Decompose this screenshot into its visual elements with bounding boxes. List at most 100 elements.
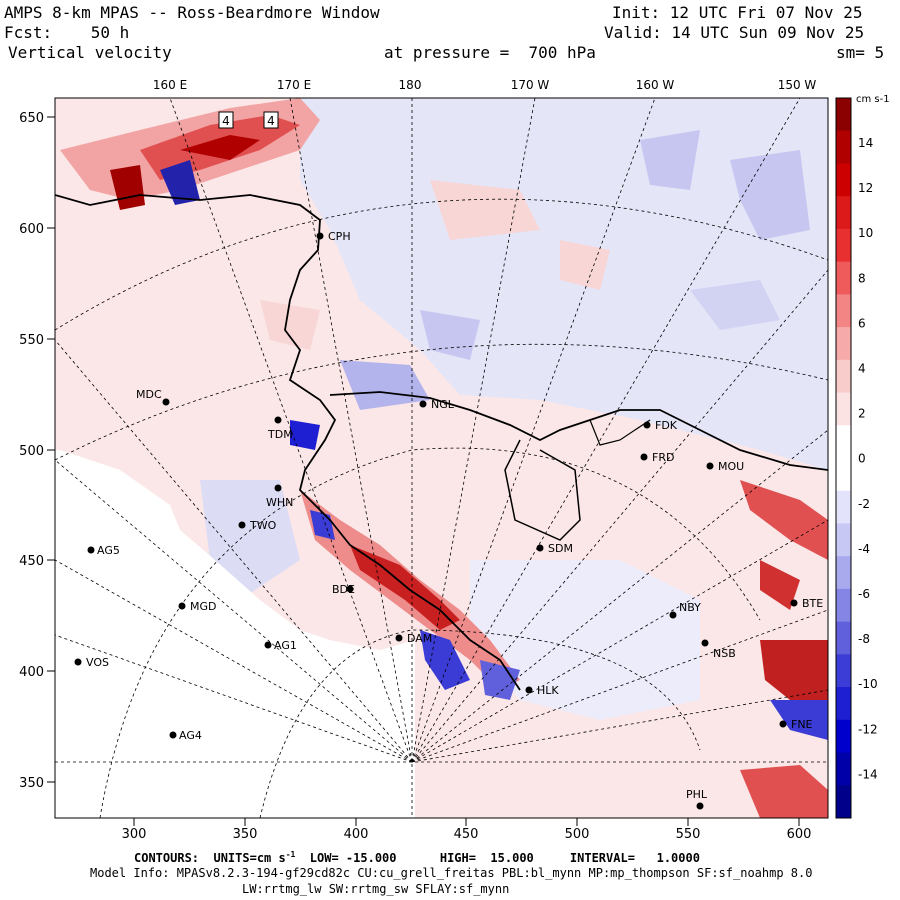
colorbar-swatch [836,359,851,394]
x-tick-label: 600 [787,827,812,842]
colorbar-swatch [836,458,851,492]
colorbar-swatch [836,654,851,688]
station-sdm: SDM [536,542,573,555]
station-dot [395,634,403,642]
station-label: AG5 [97,544,120,557]
station-two: TWO [238,519,277,532]
station-label: HLK [537,684,559,697]
station-dot [274,416,282,424]
station-cph: CPH [316,230,351,243]
colorbar-swatch [836,130,851,164]
station-dot [706,462,714,470]
high-marker: 4 [218,111,234,129]
station-ag5: AG5 [87,544,120,557]
physics-info: LW:rrtmg_lw SW:rrtmg_sw SFLAY:sf_mynn [242,882,510,896]
colorbar-swatch [836,523,851,557]
colorbar-swatch [836,327,851,361]
station-dot [419,400,427,408]
station-label: AG1 [274,639,297,652]
station-ngl: NGL [419,398,455,411]
station-fne: FNE [779,718,813,731]
station-dot [238,521,246,529]
lon-label-top: 170 E [277,78,311,92]
station-dot [696,802,704,810]
valid-time: Valid: 14 UTC Sun 09 Nov 25 [604,23,865,42]
colorbar-label: 14 [858,136,873,150]
station-frd: FRD [640,451,674,464]
colorbar-label: -14 [858,767,878,781]
map-border [54,97,829,819]
station-label: SDM [548,542,573,555]
station-label: AG4 [179,729,202,742]
station-dot [779,720,787,728]
station-dot [264,641,272,649]
station-ag1: AG1 [264,639,297,652]
map-panel: CPH MDC TDM NGL FDK FRD MOU WHN TWO AG5 SDM BDE MGD D… [55,98,828,818]
station-dot [346,585,354,593]
colorbar-label: 8 [858,271,866,285]
station-mou: MOU [706,460,744,473]
y-tick-label: 600 [19,222,44,237]
colorbar-swatch [836,588,851,623]
colorbar-label: -10 [858,677,878,691]
station-dot [669,611,677,619]
station-tdm: TDM [267,416,293,441]
y-tick-label: 350 [19,776,44,791]
high-label: 4 [222,114,230,128]
station-nsb: NSB [701,639,736,660]
station-phl: PHL [686,788,708,810]
station-dot [525,686,533,694]
colorbar-label: -12 [858,722,878,736]
pressure-level: at pressure = 700 hPa [384,43,596,62]
x-tick-label: 550 [676,827,701,842]
colorbar-swatch [836,785,851,819]
station-dot [178,602,186,610]
station-label: PHL [686,788,708,801]
station-dot [169,731,177,739]
station-mgd: MGD [178,600,217,613]
station-dot [162,398,170,406]
station-vos: VOS [74,656,109,669]
colorbar-swatch [836,261,851,295]
colorbar-swatch [836,425,851,459]
model-info: Model Info: MPASv8.2.3-194-gf29cd82c CU:… [90,866,813,880]
station-dam: DAM [395,632,432,645]
x-tick-label: 350 [233,827,258,842]
station-dot [316,232,324,240]
station-label: CPH [328,230,351,243]
init-time: Init: 12 UTC Fri 07 Nov 25 [612,3,863,22]
lon-label-top: 180 [399,78,422,92]
smoothing: sm= 5 [836,43,885,62]
station-nby: NBY [669,601,701,619]
colorbar-swatch [836,752,851,786]
plot-title: AMPS 8-km MPAS -- Ross-Beardmore Window [4,3,380,22]
y-tick-label: 500 [19,444,44,459]
lon-label-top: 160 E [153,78,187,92]
station-label: BTE [802,597,823,610]
station-label: NSB [713,647,736,660]
station-dot [701,639,709,647]
station-dot [640,453,648,461]
colorbar-label: -6 [858,587,870,601]
colorbar-label: 2 [858,407,866,421]
station-dot [274,484,282,492]
colorbar-label: 4 [858,362,866,376]
lon-label-top: 150 W [778,78,817,92]
x-axis: 300 350 400 450 500 550 600 [122,827,812,842]
station-label: NBY [679,601,701,614]
y-tick-label: 450 [19,554,44,569]
forecast-hour: Fcst: 50 h [4,23,130,42]
colorbar-swatch [836,392,851,426]
colorbar-label: 10 [858,226,873,240]
colorbar-swatch [836,490,851,524]
colorbar-swatch [836,556,851,590]
station-dot [643,421,651,429]
colorbar-units: cm s-1 [856,94,890,105]
colorbar-swatch [836,621,851,655]
colorbar-swatch [836,196,851,230]
colorbar-swatch [836,687,851,721]
station-fdk: FDK [643,419,678,432]
colorbar-swatch [836,163,851,197]
station-label: MDC [136,388,162,401]
lon-labels-top: 160 E 170 E 180 170 W 160 W 150 W [153,78,817,92]
